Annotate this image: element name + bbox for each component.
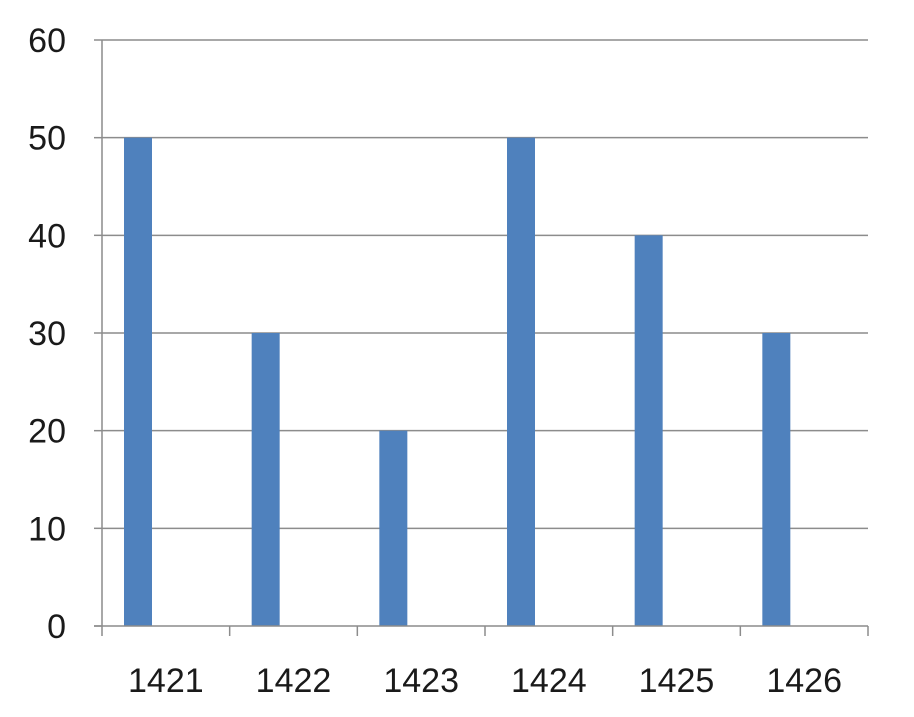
y-tick-label: 20 <box>28 413 66 451</box>
x-tick-label: 1421 <box>128 662 204 700</box>
y-tick-label: 60 <box>28 22 66 60</box>
y-tick-label: 30 <box>28 315 66 353</box>
bar-1422 <box>251 333 280 626</box>
bars <box>124 137 791 627</box>
x-tick-label: 1424 <box>511 662 587 700</box>
axes <box>94 39 869 636</box>
x-tick-label: 1425 <box>639 662 715 700</box>
bar-1426 <box>762 333 791 626</box>
bar-1425 <box>634 235 663 627</box>
x-tick-label: 1426 <box>766 662 842 700</box>
bar-1421 <box>124 137 152 626</box>
y-tick-label: 40 <box>28 217 66 255</box>
bar-1424 <box>507 137 535 626</box>
bar-1423 <box>379 430 408 626</box>
y-tick-label: 0 <box>47 608 66 646</box>
tick-labels: 0 10 20 30 40 50 60 1421 1422 1423 1424 1425 1426 <box>28 22 842 700</box>
x-tick-label: 1422 <box>256 662 332 700</box>
gridlines <box>102 39 868 530</box>
y-tick-label: 50 <box>28 120 66 158</box>
y-tick-label: 10 <box>28 510 66 548</box>
x-tick-label: 1423 <box>383 662 459 700</box>
